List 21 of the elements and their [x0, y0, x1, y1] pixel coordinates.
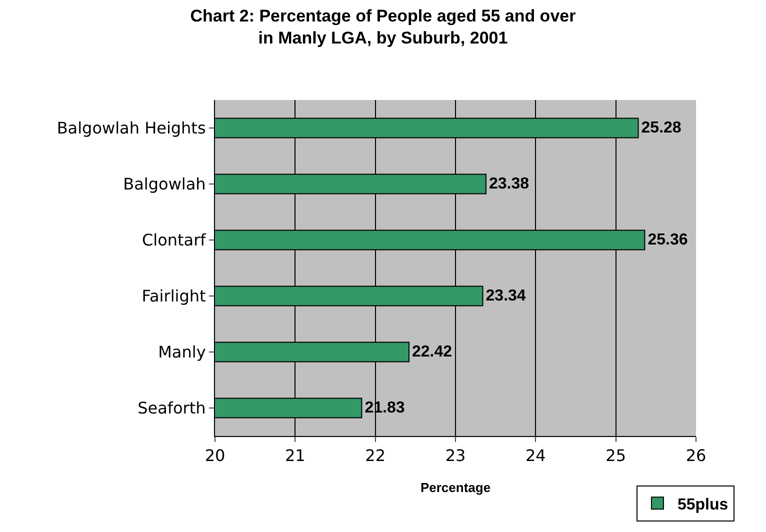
x-axis-title: Percentage: [420, 480, 491, 495]
y-tick-label: Balgowlah: [123, 174, 206, 194]
x-tick-label: 26: [686, 446, 706, 466]
y-tick-label: Fairlight: [142, 286, 206, 306]
x-tick-label: 21: [284, 446, 306, 466]
data-label: 23.38: [488, 176, 530, 192]
y-tick-label: Seaforth: [138, 398, 206, 418]
data-label: 23.34: [486, 288, 526, 304]
y-tick-label: Clontarf: [142, 230, 206, 250]
x-tick-label: 22: [365, 446, 386, 466]
legend-label: 55plus: [677, 496, 728, 514]
y-tick-label: Balgowlah Heights: [56, 118, 206, 138]
data-label: 22.42: [412, 344, 452, 360]
x-tick-label: 23: [445, 446, 466, 466]
x-tick-label: 25: [606, 446, 626, 466]
y-tick-label: Manly: [158, 342, 206, 362]
data-label: 25.28: [641, 120, 682, 136]
chart-title: Chart 2: Percentage of People aged 55 and over in Manly LGA, by Suburb, 2001: [190, 6, 576, 48]
data-label: 25.36: [648, 232, 688, 248]
x-tick-label: 20: [204, 446, 226, 466]
x-tick-label: 24: [525, 446, 546, 466]
